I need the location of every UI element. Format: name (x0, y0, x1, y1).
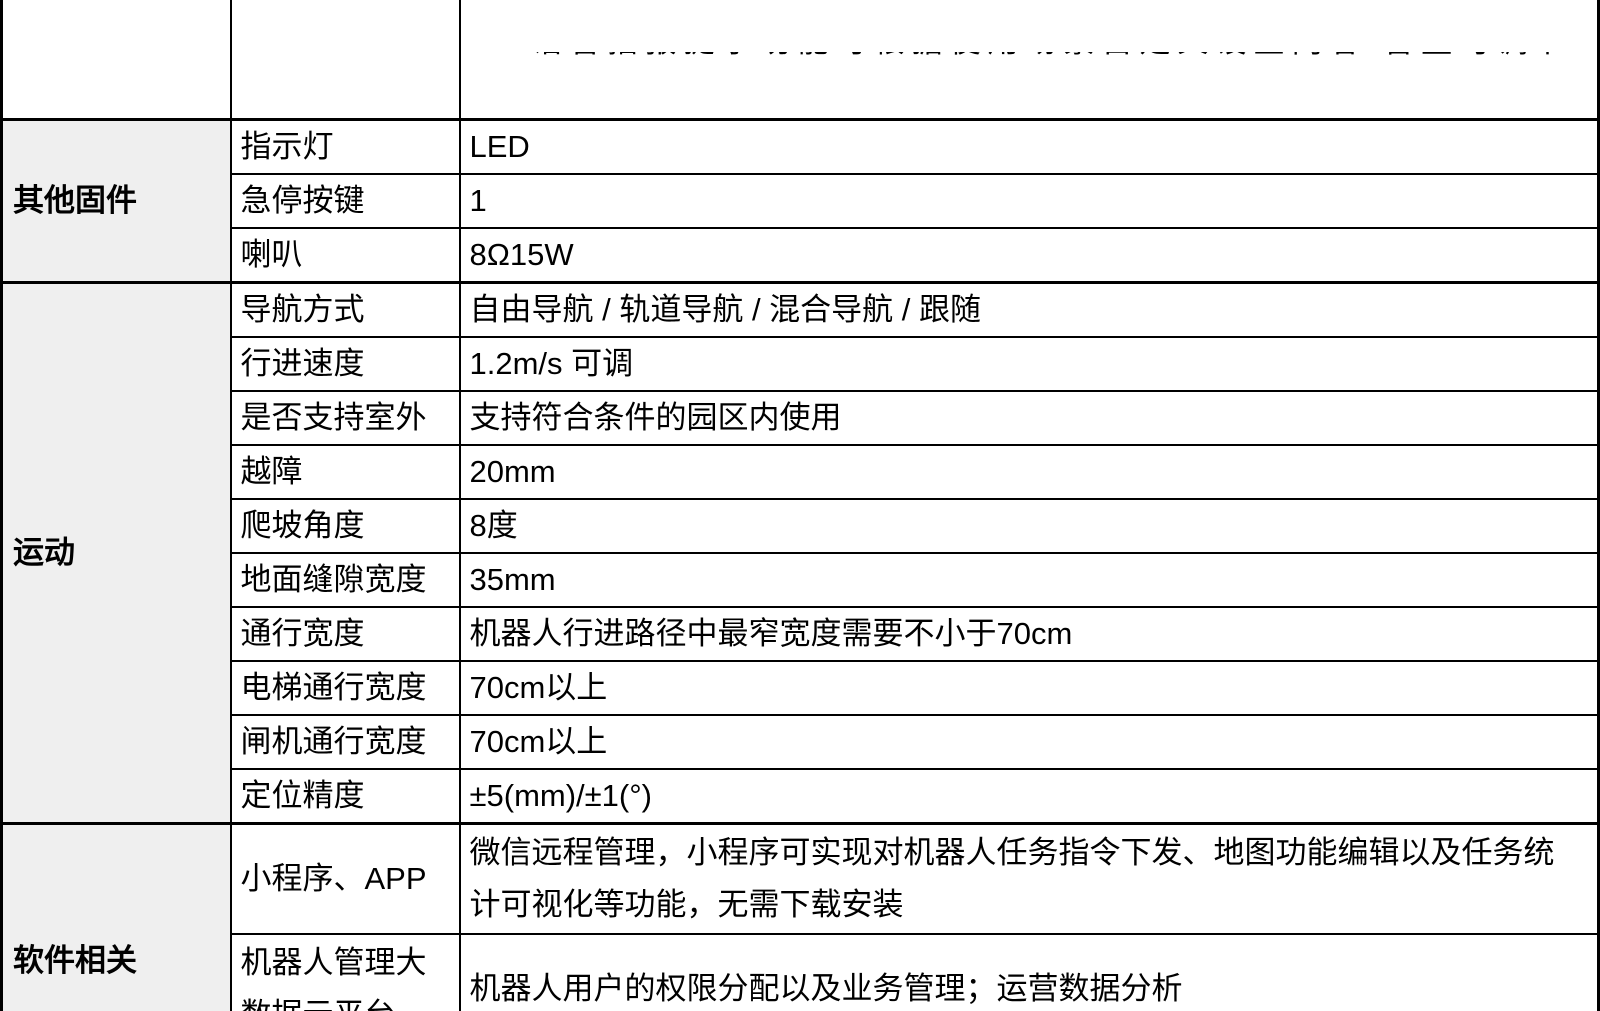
spec-name-cell: 导航方式 (229, 281, 461, 338)
spec-value-cell: 语音播报提示功能可根据使用场景自定义设置内容 音量可调节 (458, 0, 1600, 121)
spec-value-cell: 70cm以上 (458, 660, 1600, 716)
spec-row: 机器人管理大 数据云平台机器人用户的权限分配以及业务管理；运营数据分析 (2, 932, 1600, 1011)
spec-value-cell: 70cm以上 (458, 714, 1600, 770)
spec-row: 其他固件 指示灯 LED (0, 118, 1600, 284)
spec-name-cell: 闸机通行宽度 (229, 714, 461, 770)
category-cell: 其他固件 (0, 118, 232, 284)
spec-name-cell: 电梯通行宽度 (229, 660, 461, 716)
category-cell: 软件相关 (0, 822, 232, 1011)
spec-value-cell: 机器人用户的权限分配以及业务管理；运营数据分析 (458, 932, 1600, 1011)
spec-name-cell (229, 0, 461, 121)
category-cell: 运动 (0, 281, 232, 825)
spec-value-cell: 35mm (458, 552, 1600, 608)
spec-name-cell: 行进速度 (229, 336, 461, 392)
spec-name-cell: 指示灯 (229, 118, 461, 175)
spec-name-cell: 喇叭 (229, 227, 461, 284)
spec-name-cell: 地面缝隙宽度 (229, 552, 461, 608)
spec-value-cell: 20mm (458, 444, 1600, 500)
spec-name-cell: 小程序、APP (229, 822, 461, 935)
spec-row: 地面缝隙宽度 35mm (2, 552, 1600, 608)
spec-value-cell: 支持符合条件的园区内使用 (458, 390, 1600, 446)
spec-name-cell: 机器人管理大 数据云平台 (229, 932, 461, 1011)
category-cell (0, 0, 232, 121)
spec-row: 闸机通行宽度 70cm以上 (2, 714, 1600, 770)
spec-row: 爬坡角度 8度 (2, 498, 1600, 554)
spec-value-cell: 8Ω15W (458, 227, 1600, 284)
spec-row: 越障 20mm (2, 444, 1600, 500)
spec-value-cell: LED (458, 118, 1600, 175)
spec-value-cell: 自由导航 / 轨道导航 / 混合导航 / 跟随 (458, 281, 1600, 338)
spec-row: 软件相关 小程序、APP 微信远程管理，小程序可实现对机器人任务指令下发、地图功能编… (0, 822, 1600, 1011)
spec-value-cell: 1.2m/s 可调 (458, 336, 1600, 392)
clipped-text-wrap: 语音播报提示功能可根据使用场景自定义设置内容 音量可调节 (470, 52, 1588, 66)
spec-value-cell: 机器人行进路径中最窄宽度需要不小于70cm (458, 606, 1600, 662)
spec-name-cell: 急停按键 (229, 173, 461, 229)
spec-name-cell: 通行宽度 (229, 606, 461, 662)
spec-row: 电梯通行宽度 70cm以上 (2, 660, 1600, 716)
spec-value-cell: 1 (458, 173, 1600, 229)
spec-row: 定位精度 ±5(mm)/±1(°) (2, 768, 1600, 825)
spec-row: 运动 导航方式 自由导航 / 轨道导航 / 混合导航 / 跟随 (0, 281, 1600, 825)
spec-value-cell: 8度 (458, 498, 1600, 554)
spec-row: 通行宽度 机器人行进路径中最窄宽度需要不小于70cm (2, 606, 1600, 662)
spec-row: 急停按键 1 (2, 173, 1600, 229)
spec-row: 是否支持室外 支持符合条件的园区内使用 (2, 390, 1600, 446)
spec-row: 喇叭 8Ω15W (2, 227, 1600, 284)
clipped-text: 语音播报提示功能可根据使用场景自定义设置内容 音量可调节 (532, 52, 1574, 66)
spec-name-cell: 越障 (229, 444, 461, 500)
spec-value-cell: 微信远程管理，小程序可实现对机器人任务指令下发、地图功能编辑以及任务统 计可视化… (458, 822, 1600, 935)
clipped-top-row: 语音播报提示功能可根据使用场景自定义设置内容 音量可调节 (0, 0, 1600, 121)
spec-name-cell: 爬坡角度 (229, 498, 461, 554)
spec-value-cell: ±5(mm)/±1(°) (458, 768, 1600, 825)
spec-name-cell: 定位精度 (229, 768, 461, 825)
spec-name-cell: 是否支持室外 (229, 390, 461, 446)
spec-row: 行进速度 1.2m/s 可调 (2, 336, 1600, 392)
